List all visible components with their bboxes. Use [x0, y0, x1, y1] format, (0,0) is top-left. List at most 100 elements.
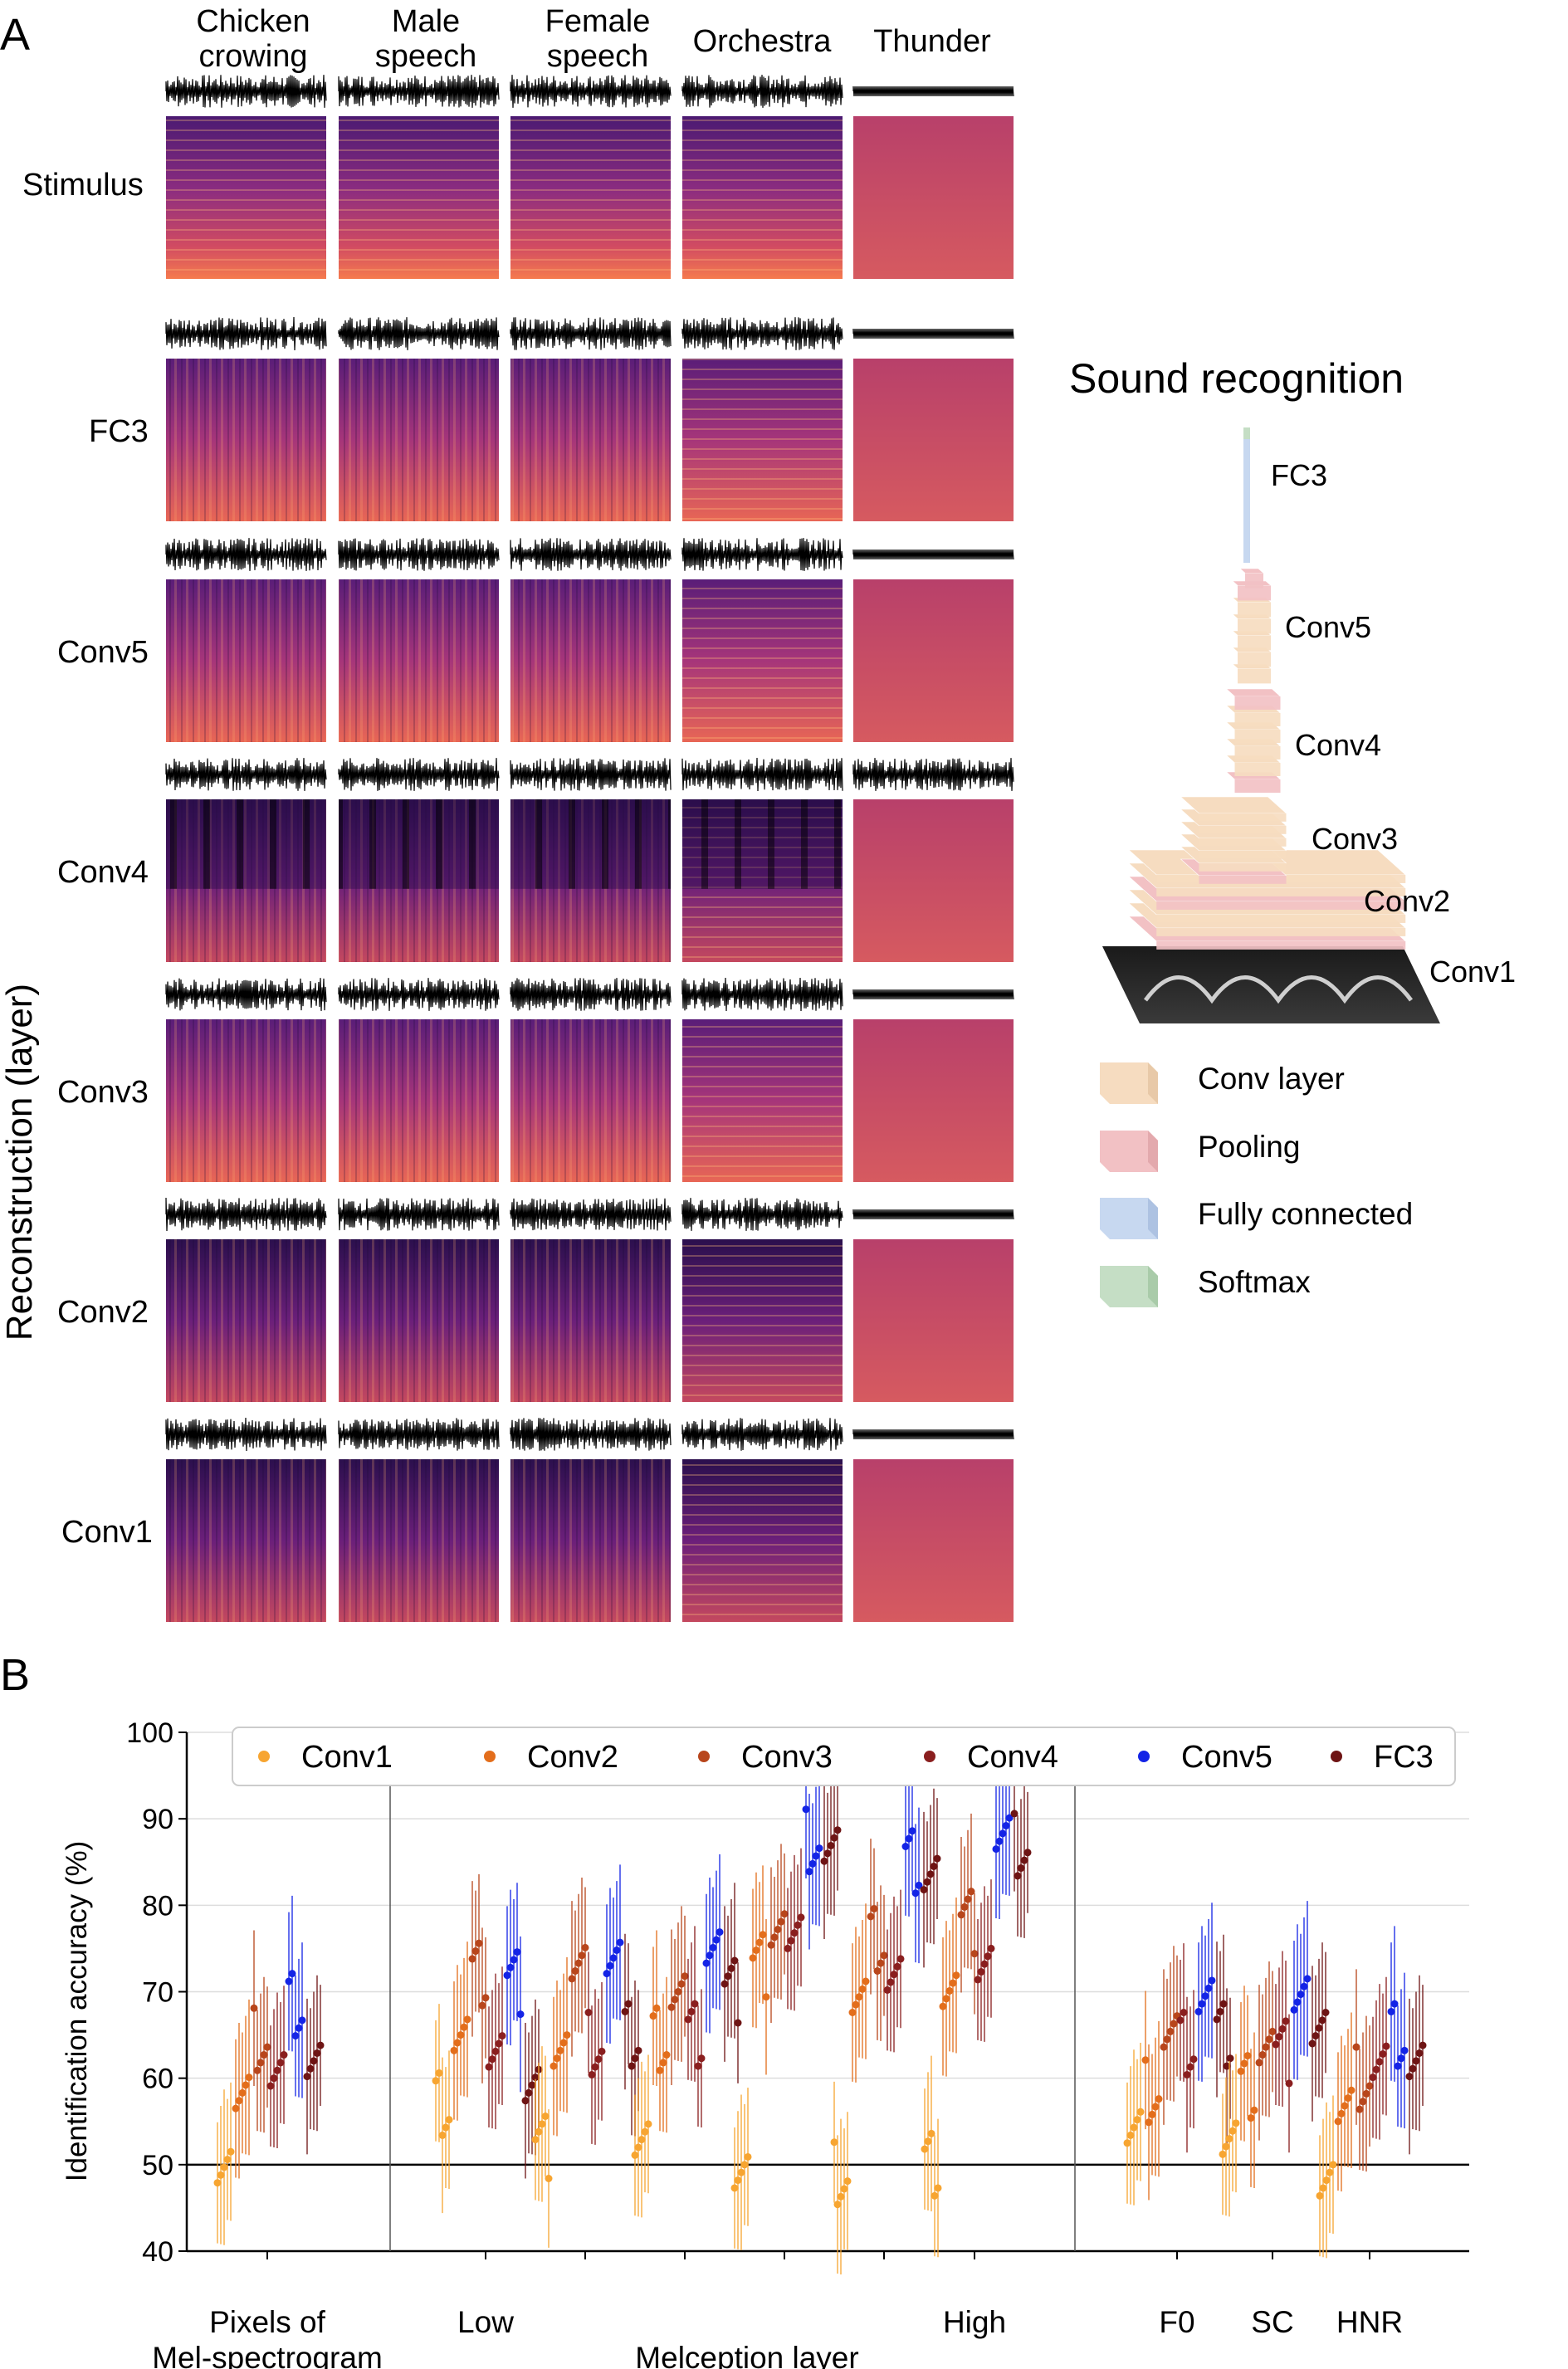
waveform	[165, 1197, 327, 1232]
data-point	[1237, 2067, 1245, 2075]
data-point	[923, 1878, 931, 1886]
net-label-conv4: Conv4	[1295, 728, 1381, 762]
data-point	[1186, 2063, 1194, 2071]
data-point	[974, 1976, 982, 1984]
data-point	[273, 2066, 281, 2074]
y-tick-label: 60	[142, 2064, 173, 2095]
waveform	[338, 758, 500, 791]
row-label: Conv5	[57, 635, 149, 670]
net-label-fc3: FC3	[1271, 458, 1327, 492]
data-point	[780, 1910, 789, 1918]
data-point	[833, 2200, 842, 2209]
data-point	[603, 1970, 611, 1978]
data-point	[921, 2145, 929, 2153]
data-point	[457, 2031, 465, 2039]
data-point	[503, 1971, 511, 1980]
data-point	[463, 2015, 471, 2024]
spectrogram	[853, 1239, 1014, 1402]
network-slab-top	[1180, 796, 1287, 814]
network-slab-front	[1238, 652, 1271, 667]
spectrogram-texture	[510, 1239, 671, 1402]
data-point	[930, 1862, 938, 1870]
data-point	[890, 1971, 898, 1979]
group-label-f0: F0	[1159, 2305, 1194, 2339]
data-point	[481, 1994, 490, 2002]
data-point	[1126, 2131, 1135, 2139]
chart-points	[213, 1736, 1427, 2275]
data-point	[681, 1972, 689, 1981]
data-point	[644, 2120, 652, 2128]
row-label: Conv1	[61, 1515, 153, 1550]
data-point	[285, 1977, 293, 1986]
spectrogram	[853, 579, 1014, 742]
legend-label-pooling: Pooling	[1198, 1130, 1300, 1164]
data-point	[1225, 2135, 1233, 2143]
data-point	[687, 2007, 696, 2015]
data-point	[1278, 2025, 1287, 2033]
data-point	[276, 2059, 285, 2067]
data-point	[712, 1936, 720, 1944]
data-point	[450, 2046, 458, 2054]
reconstruction-axis-label: Reconstruction (layer)	[0, 984, 40, 1341]
data-point	[1166, 2027, 1175, 2035]
group-label-hnr: HNR	[1336, 2305, 1403, 2339]
network-slab-front	[1238, 585, 1271, 601]
waveform	[681, 758, 843, 791]
data-point	[858, 1985, 867, 1993]
spectrogram	[853, 1459, 1014, 1622]
legend-label: Conv4	[967, 1740, 1058, 1775]
data-point	[227, 2147, 235, 2156]
data-point	[915, 1881, 923, 1889]
data-point	[1141, 2056, 1150, 2064]
data-point	[939, 2002, 947, 2010]
waveform	[852, 758, 1014, 791]
data-point	[634, 2046, 642, 2054]
y-tick-label: 40	[142, 2236, 173, 2268]
data-point	[659, 2059, 667, 2067]
data-point	[727, 1964, 735, 1972]
data-point	[952, 1971, 960, 1980]
network-slab-front	[1234, 730, 1281, 743]
data-point	[926, 1870, 935, 1878]
data-point	[1155, 2095, 1163, 2103]
data-point	[1255, 2059, 1263, 2067]
data-point	[1014, 1872, 1022, 1880]
spectrogram	[853, 1019, 1014, 1182]
data-point	[588, 2071, 596, 2078]
data-point	[298, 2016, 306, 2025]
legend-label-fc: Fully connected	[1198, 1197, 1413, 1231]
data-point	[606, 1961, 614, 1970]
spectrogram-texture	[339, 1459, 499, 1622]
data-point	[957, 1911, 965, 1919]
data-point	[1356, 2105, 1364, 2113]
row-label: FC3	[89, 414, 149, 449]
data-point	[445, 2116, 453, 2124]
data-point	[1387, 2007, 1395, 2015]
data-point	[1232, 2119, 1240, 2127]
data-point	[1130, 2123, 1138, 2132]
panel-b-label: B	[0, 1650, 30, 1700]
network-slab-front	[1199, 850, 1287, 859]
group-label-sc: SC	[1251, 2305, 1293, 2339]
data-point	[525, 2088, 533, 2097]
data-point	[250, 2004, 258, 2012]
net-label-conv5: Conv5	[1285, 610, 1371, 644]
data-point	[730, 1956, 739, 1965]
data-point	[232, 2104, 240, 2113]
data-point	[495, 2039, 503, 2048]
waveform	[510, 75, 672, 108]
data-point	[220, 2163, 228, 2171]
waveform	[681, 1198, 843, 1231]
legend-label-conv: Conv layer	[1198, 1062, 1345, 1096]
data-point	[808, 1859, 817, 1868]
network-slab-front	[1234, 696, 1281, 710]
data-point	[1379, 2050, 1387, 2058]
spectrogram-texture	[166, 1459, 326, 1622]
data-point	[767, 1941, 775, 1949]
waveform	[852, 1429, 1014, 1440]
data-point	[1250, 2106, 1258, 2114]
waveform	[852, 989, 1014, 1000]
network-slab-front	[1156, 914, 1406, 923]
data-point	[1322, 2176, 1331, 2185]
data-point	[1315, 2024, 1323, 2032]
